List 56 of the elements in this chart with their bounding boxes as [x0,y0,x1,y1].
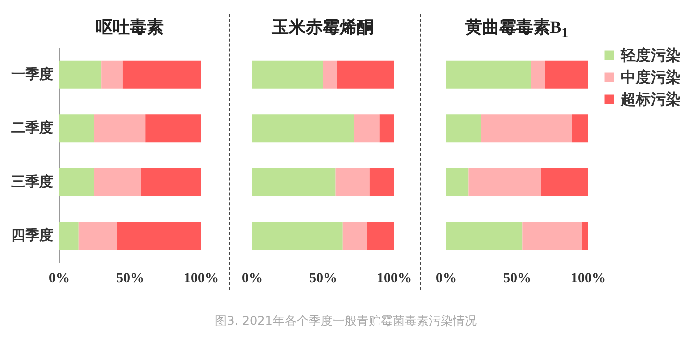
bar [323,60,338,89]
x-tick-label: 50% [310,272,338,286]
bar [252,60,323,89]
bar [252,168,336,196]
bar [336,168,370,196]
bar [146,114,201,143]
bar [78,222,118,250]
y-tick-label: 三季度 [12,173,54,190]
bar [367,222,394,250]
bar [94,168,142,196]
legend-label: 超标污染 [620,90,681,108]
chart-title: 呕吐毒素 [95,17,165,39]
bar [252,222,343,250]
x-tick-label: 0% [242,272,263,286]
bar [117,222,201,250]
bar [482,114,572,143]
x-tick-label: 100% [377,272,412,286]
x-tick-label: 100% [184,272,219,286]
bar [342,222,368,250]
y-tick-label: 四季度 [12,227,54,244]
bar [337,60,394,89]
bar [59,60,102,89]
bar [522,222,582,250]
x-tick-label: 50% [116,272,144,286]
x-tick-label: 0% [49,272,70,286]
x-tick-label: 100% [571,272,606,286]
legend-label: 中度污染 [621,68,681,86]
chart-title: 玉米赤霉烯酮 [271,17,375,39]
x-tick-label: 50% [504,272,532,286]
bar [94,114,146,143]
bar [446,222,523,250]
bar [446,114,482,143]
y-tick-label: 二季度 [12,120,54,137]
bar [582,222,588,250]
caption: 图3. 2021年各个季度一般青贮霉菌毒素污染情况 [214,313,478,330]
bar [572,114,588,143]
bar [468,168,542,196]
bar [102,60,123,89]
bar [531,60,546,89]
bar [541,168,588,196]
bar [370,168,394,196]
bar [354,114,380,143]
bar [380,114,394,143]
bar [545,60,588,89]
bar [122,60,201,89]
bar [59,114,94,143]
bar [252,114,354,143]
bar [446,168,469,196]
chart-title: 黄曲霉毒素B$_{1}$ [464,17,570,42]
legend-label: 轻度污染 [620,46,681,64]
x-tick-label: 0% [436,272,457,286]
bar [59,168,94,196]
bar [446,60,532,89]
bar [59,222,79,250]
bar [141,168,201,196]
y-tick-label: 一季度 [12,66,54,83]
